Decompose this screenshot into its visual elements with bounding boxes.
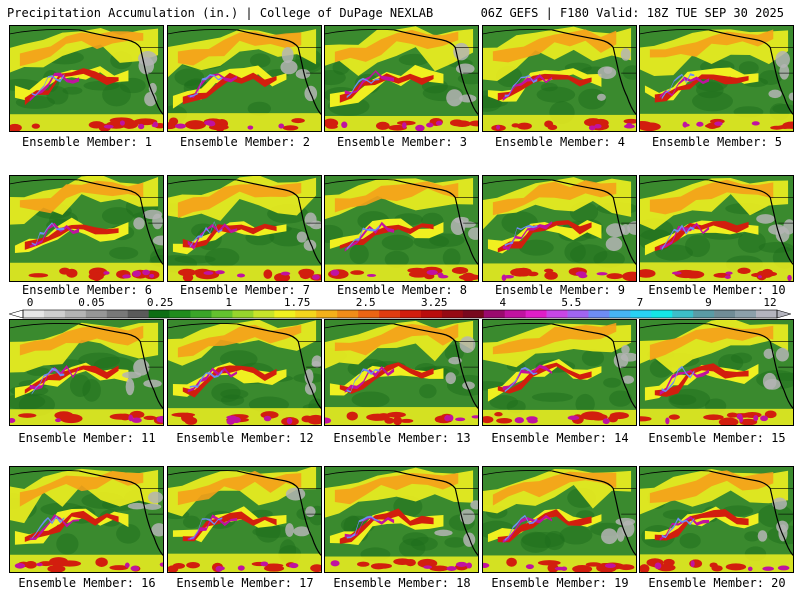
ensemble-member-caption: Ensemble Member: 19 <box>491 576 629 590</box>
colorbar-tick-label: 12 <box>763 296 777 309</box>
colorbar-swatch <box>232 310 254 318</box>
precip-colorbar <box>9 309 791 319</box>
colorbar-swatch <box>672 310 694 318</box>
ensemble-member-caption: Ensemble Member: 5 <box>651 135 783 149</box>
ensemble-member-caption: Ensemble Member: 12 <box>176 431 314 445</box>
colorbar-swatch <box>253 310 275 318</box>
ensemble-member-caption: Ensemble Member: 14 <box>491 431 629 445</box>
colorbar-tick-label: 5.5 <box>561 296 582 309</box>
ensemble-panel-17 <box>167 466 322 573</box>
map-title: Precipitation Accumulation (in.) | Colle… <box>7 6 434 20</box>
ensemble-panel-9 <box>482 175 637 282</box>
colorbar-swatch <box>106 310 129 318</box>
colorbar-swatch <box>651 310 673 318</box>
colorbar-swatch <box>400 310 422 318</box>
colorbar-tick-label: 2.5 <box>355 296 376 309</box>
ensemble-panel-11 <box>9 319 164 426</box>
colorbar-swatch <box>23 310 45 318</box>
ensemble-member-caption: Ensemble Member: 13 <box>333 431 471 445</box>
colorbar-swatch <box>546 310 568 318</box>
ensemble-member-caption: Ensemble Member: 9 <box>494 283 626 297</box>
model-run-valid-time: 06Z GEFS | F180 Valid: 18Z TUE SEP 30 20… <box>480 6 784 20</box>
ensemble-panel-3 <box>324 25 479 132</box>
ensemble-member-caption: Ensemble Member: 18 <box>333 576 471 590</box>
ensemble-panel-15 <box>639 319 794 426</box>
colorbar-swatch <box>504 310 526 318</box>
ensemble-panel-20 <box>639 466 794 573</box>
ensemble-member-caption: Ensemble Member: 20 <box>648 576 786 590</box>
ensemble-panel-2 <box>167 25 322 132</box>
colorbar-left-arrow <box>9 309 24 319</box>
colorbar-swatch <box>85 310 108 318</box>
colorbar-swatch <box>567 310 589 318</box>
colorbar-swatch <box>211 310 233 318</box>
ensemble-panel-7 <box>167 175 322 282</box>
colorbar-tick-label: 0 <box>26 296 34 309</box>
ensemble-member-caption: Ensemble Member: 17 <box>176 576 314 590</box>
ensemble-panel-8 <box>324 175 479 282</box>
ensemble-panel-6 <box>9 175 164 282</box>
colorbar-swatch <box>190 310 212 318</box>
colorbar-swatch <box>43 310 66 318</box>
ensemble-panel-1 <box>9 25 164 132</box>
colorbar-swatch <box>420 310 443 318</box>
colorbar-swatch <box>316 310 338 318</box>
colorbar-swatch <box>630 310 652 318</box>
ensemble-panel-18 <box>324 466 479 573</box>
ensemble-member-caption: Ensemble Member: 7 <box>179 283 311 297</box>
colorbar-swatch <box>169 310 191 318</box>
ensemble-panel-12 <box>167 319 322 426</box>
ensemble-member-caption: Ensemble Member: 8 <box>336 283 468 297</box>
colorbar-swatch <box>714 310 736 318</box>
colorbar-right-arrow <box>776 309 791 319</box>
colorbar-tick-label: 0.25 <box>146 296 174 309</box>
colorbar-swatch <box>693 310 715 318</box>
colorbar-tick-label: 3.25 <box>421 296 448 309</box>
colorbar-swatch <box>525 310 547 318</box>
colorbar-tick-label: 1.75 <box>283 296 311 309</box>
ensemble-member-caption: Ensemble Member: 3 <box>336 135 468 149</box>
colorbar-swatch <box>441 310 464 318</box>
colorbar-swatch <box>148 310 170 318</box>
colorbar-tick-label: 1 <box>225 296 232 309</box>
colorbar-swatch <box>358 310 380 318</box>
colorbar-swatch <box>379 310 401 318</box>
ensemble-member-caption: Ensemble Member: 15 <box>648 431 786 445</box>
colorbar-swatch <box>337 310 359 318</box>
colorbar-swatch <box>756 310 778 318</box>
ensemble-panel-10 <box>639 175 794 282</box>
colorbar-swatch <box>64 310 87 318</box>
colorbar-swatch <box>462 310 485 318</box>
ensemble-panel-14 <box>482 319 637 426</box>
colorbar-swatch <box>735 310 757 318</box>
ensemble-panel-19 <box>482 466 637 573</box>
ensemble-member-caption: Ensemble Member: 4 <box>494 135 626 149</box>
colorbar-swatch <box>274 310 296 318</box>
ensemble-panel-13 <box>324 319 479 426</box>
ensemble-panel-4 <box>482 25 637 132</box>
ensemble-member-caption: Ensemble Member: 16 <box>18 576 156 590</box>
ensemble-panel-5 <box>639 25 794 132</box>
colorbar-tick-label: 9 <box>705 296 712 309</box>
colorbar-swatch <box>295 310 317 318</box>
ensemble-member-caption: Ensemble Member: 11 <box>18 431 156 445</box>
ensemble-member-caption: Ensemble Member: 10 <box>648 283 786 297</box>
ensemble-member-caption: Ensemble Member: 1 <box>21 135 153 149</box>
colorbar-tick-label: 4 <box>499 296 507 309</box>
colorbar-swatch <box>609 310 631 318</box>
colorbar-swatch <box>483 310 506 318</box>
colorbar-swatch <box>588 310 610 318</box>
colorbar-tick-label: 7 <box>636 296 644 309</box>
colorbar-swatch <box>127 310 149 318</box>
ensemble-member-caption: Ensemble Member: 2 <box>179 135 311 149</box>
ensemble-member-caption: Ensemble Member: 6 <box>21 283 153 297</box>
colorbar-tick-label: 0.05 <box>78 296 105 309</box>
ensemble-panel-16 <box>9 466 164 573</box>
